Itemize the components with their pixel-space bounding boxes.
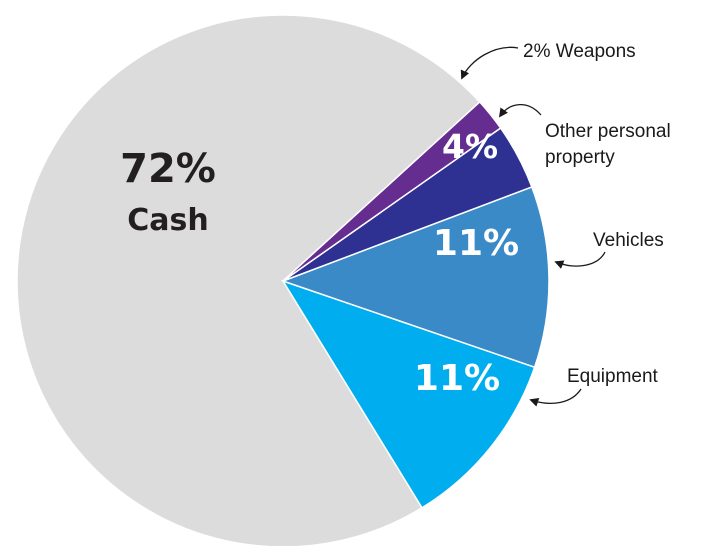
other-callout-arrow — [498, 103, 542, 118]
other-callout-label-line2: property — [545, 147, 615, 168]
cash-percent-label: 72% — [120, 146, 216, 192]
equipment-callout-arrow — [529, 388, 582, 407]
weapons-callout-label: 2% Weapons — [523, 41, 636, 62]
vehicles-callout-label: Vehicles — [593, 230, 664, 251]
equipment-callout-label: Equipment — [567, 366, 659, 387]
weapons-callout-arrow — [460, 46, 519, 80]
other-percent-label: 4% — [442, 127, 498, 166]
vehicles-callout-arrow — [554, 251, 606, 269]
pie-slice-weapons — [282, 100, 502, 282]
cash-name-label: Cash — [127, 203, 208, 238]
vehicles-percent-label: 11% — [433, 223, 519, 264]
pie-slice-vehicles — [280, 186, 550, 369]
other-callout-label-line1: Other personal — [545, 121, 671, 142]
equipment-percent-label: 11% — [414, 358, 500, 399]
pie-slice-equipment — [281, 279, 536, 509]
pie-slice-cash — [16, 14, 481, 546]
